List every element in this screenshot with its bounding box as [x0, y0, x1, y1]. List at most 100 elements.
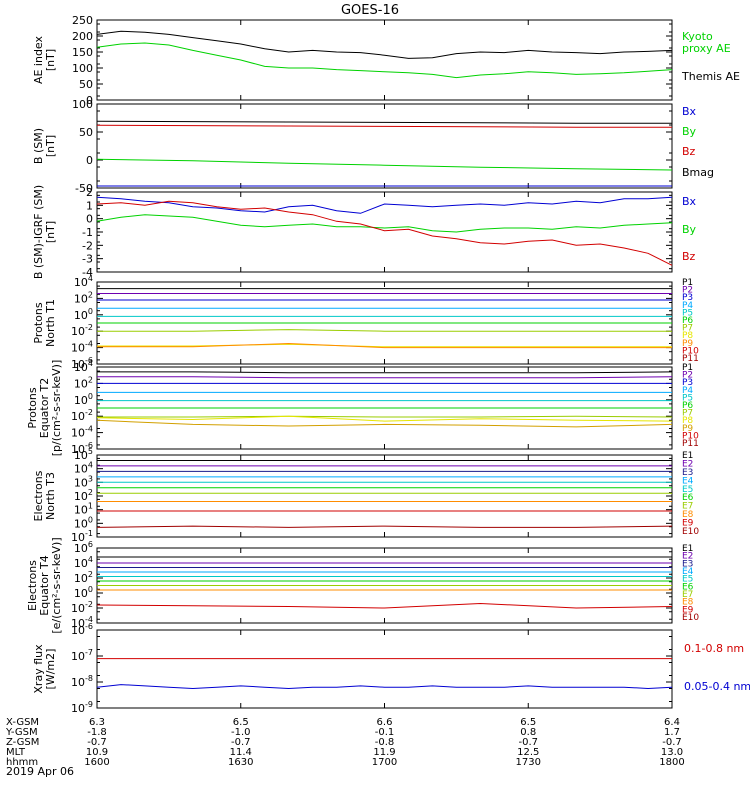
orbit-row-label: MLT [6, 747, 26, 758]
y-tick-label: 100 [72, 62, 93, 75]
y-tick-label: 104 [74, 461, 93, 476]
legend-label: P9 [682, 424, 693, 434]
orbit-table: 2019 Apr 06 X-GSM 6.3 6.5 6.6 6.5 6.4 Y-GSM -1.… [5, 717, 685, 778]
legend-label: Bz [682, 250, 696, 263]
y-tick-label: 10-9 [71, 700, 93, 715]
y-axis-label: B (SM)-IGRF (SM) [32, 185, 45, 279]
legend-label: P6 [682, 316, 693, 326]
orbit-row-value: 1.7 [664, 727, 680, 738]
panel-ae: 0 50 100 150 200 250 AE index [nT] Themis AE Kyot… [32, 14, 740, 107]
y-tick-label: -2 [82, 239, 93, 252]
orbit-row-value: -0.7 [231, 737, 251, 748]
legend-label: P11 [682, 354, 699, 364]
y-tick-label: 104 [74, 359, 93, 374]
orbit-row-value: -1.0 [231, 727, 251, 738]
y-tick-label: 103 [74, 474, 93, 489]
panel-frame [96, 629, 673, 709]
legend-label: P1 [682, 278, 693, 288]
orbit-row-value: 1630 [228, 757, 253, 768]
orbit-row-value: 1800 [659, 757, 684, 768]
series-line-bz [96, 200, 673, 266]
y-tick-label: 100 [74, 392, 93, 407]
y-tick-label: 10-2 [71, 323, 93, 338]
y-axis-label: [nT] [44, 49, 57, 71]
orbit-row-value: 10.9 [86, 747, 108, 758]
legend-label: P7 [682, 324, 693, 334]
y-tick-label: 150 [72, 46, 93, 59]
series-line-themis-ae [96, 30, 673, 59]
series-line-e10 [96, 525, 673, 528]
series-line-e9 [96, 602, 673, 609]
legend-label: E8 [682, 598, 694, 608]
y-tick-label: 250 [72, 14, 93, 27]
legend-label: E6 [682, 582, 694, 592]
legend-label: proxy AE [682, 42, 731, 55]
series-line-p7 [97, 415, 673, 418]
y-axis-label: [nT] [44, 221, 57, 243]
date-label: 2019 Apr 06 [6, 765, 74, 778]
y-tick-label: 102 [74, 570, 93, 585]
y-tick-label: 10-4 [71, 425, 93, 440]
legend-label: P2 [682, 286, 693, 296]
series-line-p1 [97, 371, 673, 374]
legend-label: E9 [682, 605, 694, 615]
y-tick-label: 105 [74, 447, 93, 462]
y-tick-label: 10-6 [71, 441, 93, 456]
series-line-kyoto-proxy-ae [96, 42, 673, 79]
y-axis-label: [e/(cm²-s-sr-keV)] [50, 537, 63, 633]
y-tick-label: 0 [86, 94, 93, 107]
orbit-row-value: 6.5 [233, 717, 249, 728]
series-line-p8 [97, 343, 672, 348]
orbit-row-value: 13.0 [661, 747, 683, 758]
legend-label: P11 [682, 439, 699, 449]
orbit-row-value: 6.4 [664, 717, 680, 728]
legend-label: E7 [682, 502, 693, 512]
y-tick-label: 102 [74, 488, 93, 503]
y-tick-label: 10-2 [71, 408, 93, 423]
legend-label: E5 [682, 485, 693, 495]
panel-xray: 10-9 10-8 10-7 10-6 Xray flux [W/m2] 0.1-0.8 n… [32, 622, 750, 715]
y-axis-label: Equator T2 [38, 378, 51, 438]
legend-label: By [682, 223, 697, 236]
legend-label: E1 [682, 451, 693, 461]
legend-label: E2 [682, 552, 693, 562]
series-line-by [96, 158, 673, 171]
y-tick-label: 2 [86, 186, 93, 199]
legend-label: E8 [682, 510, 694, 520]
series-line-p9 [96, 419, 673, 428]
legend-label: P10 [682, 346, 699, 356]
y-tick-label: 10-6 [71, 356, 93, 371]
y-axis-label: North T1 [44, 299, 57, 347]
legend-label: E9 [682, 519, 694, 529]
legend-label: Themis AE [681, 70, 740, 83]
legend-label: P5 [682, 308, 693, 318]
y-tick-label: -3 [82, 253, 93, 266]
y-tick-label: 101 [74, 502, 93, 517]
series-line-0-05-0-4-nm [96, 684, 673, 690]
legend-label: Kyoto [682, 30, 713, 43]
legend-label: Bmag [682, 166, 714, 179]
orbit-row-value: 11.4 [230, 747, 252, 758]
series-line-bmag [96, 120, 672, 124]
legend-label: P6 [682, 401, 693, 411]
chart-title: GOES-16 [341, 3, 399, 18]
series-line-p2 [97, 376, 673, 379]
y-axis-label: Protons [32, 302, 45, 343]
orbit-row-value: 11.9 [373, 747, 395, 758]
y-axis-label: B (SM) [32, 128, 45, 164]
legend-label: P9 [682, 339, 693, 349]
y-tick-label: 10-1 [71, 529, 93, 544]
panel-frame [96, 454, 673, 538]
orbit-row-value: 12.5 [517, 747, 539, 758]
orbit-row-value: 1730 [516, 757, 541, 768]
orbit-row-value: 6.3 [89, 717, 105, 728]
legend-label: P2 [682, 371, 693, 381]
orbit-row-value: 1600 [84, 757, 109, 768]
orbit-row-value: 1700 [372, 757, 397, 768]
series-line-bz [96, 124, 672, 128]
orbit-row-value: 0.8 [520, 727, 536, 738]
